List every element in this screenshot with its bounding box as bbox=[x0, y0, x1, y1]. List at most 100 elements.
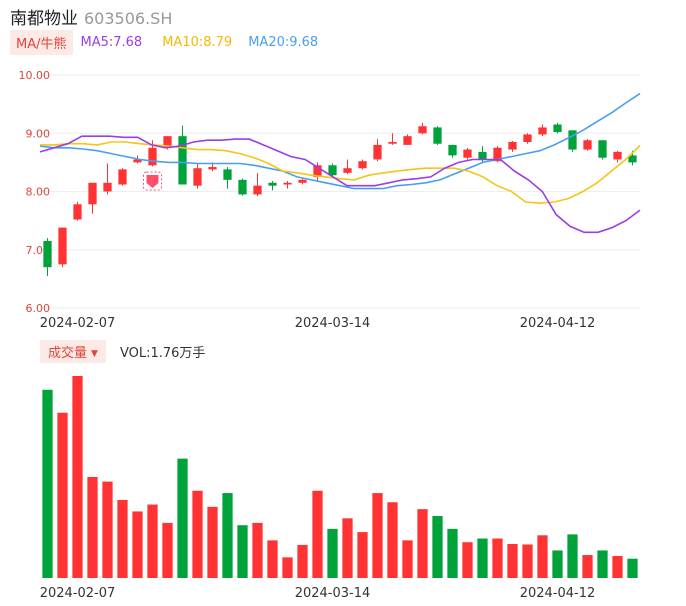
caret-down-icon: ▼ bbox=[91, 348, 98, 359]
stock-title: 南都物业 603506.SH bbox=[10, 4, 172, 29]
ma-selector-button[interactable]: MA/牛熊 bbox=[10, 29, 73, 55]
candle-body bbox=[133, 159, 142, 163]
volume-bar bbox=[222, 493, 233, 578]
volume-bar bbox=[552, 550, 563, 578]
volume-legend: 成交量 ▼ VOL:1.76万手 bbox=[40, 339, 206, 363]
volume-bar bbox=[507, 544, 518, 578]
volume-bar bbox=[432, 516, 443, 578]
volume-bar bbox=[207, 506, 218, 578]
y-tick-label: 8.00 bbox=[26, 186, 51, 199]
candle-body bbox=[373, 144, 382, 160]
volume-selector-button[interactable]: 成交量 ▼ bbox=[40, 339, 106, 363]
candle-body bbox=[313, 165, 322, 177]
volume-bar bbox=[402, 540, 413, 578]
candle-body bbox=[613, 151, 622, 160]
volume-bar bbox=[132, 511, 143, 578]
candle-body bbox=[523, 134, 532, 142]
x-tick-label: 2024-03-14 bbox=[295, 316, 371, 331]
candle-body bbox=[88, 182, 97, 205]
volume-bar bbox=[252, 522, 263, 578]
candle-body bbox=[208, 167, 217, 170]
volume-bar bbox=[477, 538, 488, 578]
candle-body bbox=[628, 155, 637, 163]
y-tick-label: 9.00 bbox=[26, 127, 51, 140]
volume-bar bbox=[87, 477, 98, 578]
ma20-legend: MA20:9.68 bbox=[248, 34, 319, 50]
ma5-line bbox=[39, 135, 641, 234]
volume-bar bbox=[627, 558, 638, 578]
candle-body bbox=[493, 147, 502, 162]
candle-body bbox=[508, 141, 517, 150]
ma-legend: MA/牛熊 MA5:7.68 MA10:8.79 MA20:9.68 bbox=[10, 29, 319, 55]
volume-bar bbox=[312, 490, 323, 578]
volume-bar bbox=[42, 389, 53, 578]
candle-body bbox=[358, 161, 367, 169]
candle-body bbox=[268, 182, 277, 186]
volume-bar bbox=[57, 412, 68, 578]
volume-bar bbox=[147, 504, 158, 578]
candle-body bbox=[478, 151, 487, 160]
candle-body bbox=[73, 204, 82, 220]
volume-bar bbox=[522, 544, 533, 578]
stock-name: 南都物业 bbox=[10, 9, 78, 29]
volume-bar bbox=[72, 376, 83, 578]
candle-body bbox=[418, 126, 427, 134]
volume-bar bbox=[282, 557, 293, 578]
candle-body bbox=[553, 124, 562, 133]
stock-code: 603506.SH bbox=[84, 9, 173, 28]
volume-bar bbox=[357, 532, 368, 578]
volume-bar bbox=[387, 502, 398, 578]
volume-bar bbox=[417, 509, 428, 578]
y-tick-label: 10.00 bbox=[19, 69, 51, 82]
volume-bar bbox=[537, 535, 548, 578]
candle-body bbox=[223, 169, 232, 180]
volume-value: VOL:1.76万手 bbox=[119, 345, 206, 361]
volume-bar bbox=[327, 528, 338, 578]
volume-bar bbox=[117, 499, 128, 578]
candle-body bbox=[283, 182, 292, 185]
bull-shield-icon bbox=[146, 175, 159, 189]
candle-body bbox=[538, 127, 547, 135]
candle-body bbox=[298, 179, 307, 183]
candle-body bbox=[118, 169, 127, 185]
candle-body bbox=[568, 130, 577, 150]
candle-body bbox=[403, 136, 412, 145]
volume-bar bbox=[612, 555, 623, 578]
volume-bar bbox=[102, 481, 113, 578]
candle-body bbox=[328, 165, 337, 176]
volume-bar bbox=[447, 528, 458, 578]
candle-body bbox=[343, 168, 352, 173]
volume-bar bbox=[267, 540, 278, 578]
volume-bar bbox=[372, 493, 383, 578]
candle-body bbox=[163, 136, 172, 148]
candle-body bbox=[433, 127, 442, 144]
candle-body bbox=[103, 182, 112, 192]
candle-body bbox=[583, 140, 592, 150]
volume-bar bbox=[162, 522, 173, 578]
ma5-legend: MA5:7.68 bbox=[80, 34, 143, 50]
x-tick-label-volume: 2024-03-14 bbox=[295, 586, 371, 601]
candle-body bbox=[43, 241, 52, 268]
volume-bar bbox=[492, 538, 503, 578]
volume-bar bbox=[177, 458, 188, 578]
x-tick-label: 2024-02-07 bbox=[40, 316, 116, 331]
volume-bar bbox=[462, 542, 473, 578]
candle-body bbox=[58, 227, 67, 265]
volume-bar bbox=[297, 544, 308, 578]
volume-tag-label: 成交量 bbox=[48, 345, 88, 361]
ma20-line bbox=[39, 92, 641, 190]
x-tick-label-volume: 2024-02-07 bbox=[40, 586, 116, 601]
x-tick-label-volume: 2024-04-12 bbox=[520, 586, 596, 601]
candle-body bbox=[448, 144, 457, 156]
candle-body bbox=[388, 141, 397, 144]
candle-body bbox=[193, 168, 202, 186]
x-tick-label: 2024-04-12 bbox=[520, 316, 596, 331]
candle-body bbox=[178, 136, 187, 185]
candle-body bbox=[148, 147, 157, 166]
volume-bar bbox=[597, 550, 608, 578]
volume-bar bbox=[342, 518, 353, 578]
candle-body bbox=[238, 179, 247, 195]
volume-bar bbox=[567, 534, 578, 578]
candle-body bbox=[598, 140, 607, 158]
